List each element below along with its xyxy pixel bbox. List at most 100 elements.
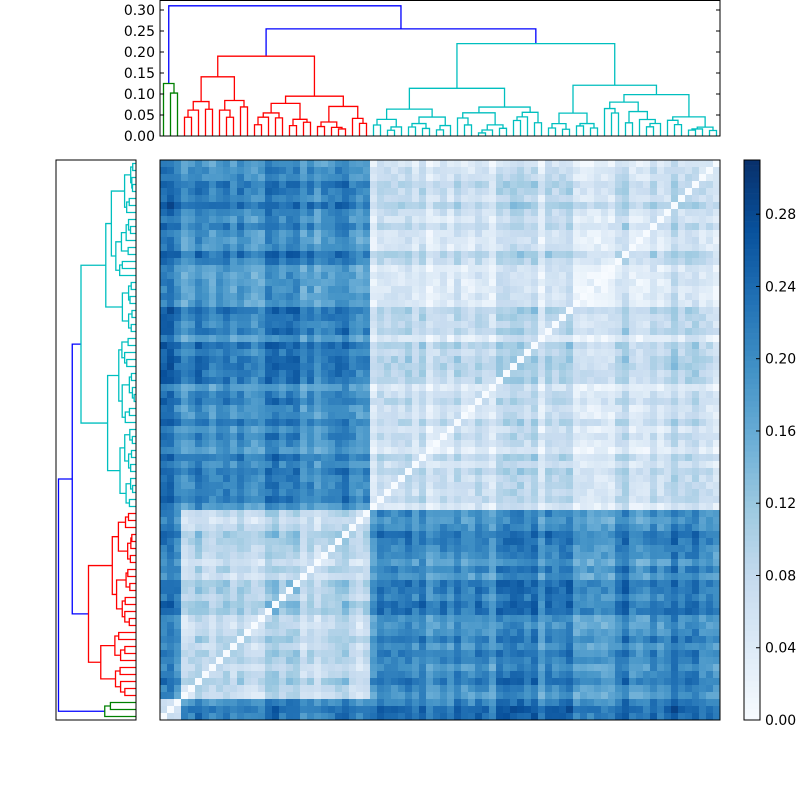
heatmap-cell <box>713 188 721 196</box>
heatmap-cell <box>489 272 497 280</box>
heatmap-cell <box>251 468 259 476</box>
heatmap-cell <box>412 335 420 343</box>
heatmap-cell <box>167 251 175 259</box>
heatmap-cell <box>510 181 518 189</box>
heatmap-cell <box>580 265 588 273</box>
heatmap-cell <box>244 517 252 525</box>
heatmap-cell <box>377 552 385 560</box>
heatmap-cell <box>160 489 168 497</box>
heatmap-cell <box>461 538 469 546</box>
heatmap-cell <box>209 566 217 574</box>
heatmap-cell <box>370 405 378 413</box>
heatmap-cell <box>342 300 350 308</box>
heatmap-cell <box>293 223 301 231</box>
heatmap-cell <box>615 160 623 168</box>
heatmap-cell <box>244 573 252 581</box>
heatmap-cell <box>223 433 231 441</box>
heatmap-cell <box>188 279 196 287</box>
heatmap-cell <box>643 510 651 518</box>
heatmap-cell <box>216 272 224 280</box>
heatmap-cell <box>622 160 630 168</box>
heatmap-cell <box>580 559 588 567</box>
heatmap-cell <box>622 258 630 266</box>
heatmap-cell <box>321 475 329 483</box>
heatmap-cell <box>545 398 553 406</box>
left-dendrogram-frame <box>55 159 137 721</box>
heatmap-cell <box>279 167 287 175</box>
heatmap-cell <box>608 552 616 560</box>
heatmap-cell <box>587 342 595 350</box>
heatmap-cell <box>188 307 196 315</box>
heatmap-cell <box>286 335 294 343</box>
heatmap-cell <box>363 482 371 490</box>
heatmap-cell <box>370 370 378 378</box>
heatmap-cell <box>496 244 504 252</box>
dendrogram-link <box>130 281 136 291</box>
heatmap-cell <box>475 433 483 441</box>
heatmap-cell <box>237 545 245 553</box>
dendrogram-link <box>114 635 121 656</box>
heatmap-cell <box>531 209 539 217</box>
heatmap-cell <box>475 237 483 245</box>
heatmap-cell <box>538 566 546 574</box>
heatmap-cell <box>279 552 287 560</box>
heatmap-cell <box>461 272 469 280</box>
heatmap-cell <box>342 209 350 217</box>
heatmap-cell <box>587 440 595 448</box>
heatmap-cell <box>300 461 308 469</box>
heatmap-cell <box>244 482 252 490</box>
heatmap-cell <box>412 503 420 511</box>
heatmap-cell <box>384 503 392 511</box>
dendrogram-link <box>666 119 679 136</box>
heatmap-cell <box>524 384 532 392</box>
heatmap-cell <box>174 405 182 413</box>
heatmap-cell <box>538 300 546 308</box>
heatmap-cell <box>363 244 371 252</box>
heatmap-cell <box>594 482 602 490</box>
heatmap-cell <box>615 293 623 301</box>
heatmap-cell <box>482 293 490 301</box>
heatmap-cell <box>216 412 224 420</box>
heatmap-cell <box>230 454 238 462</box>
heatmap-cell <box>202 356 210 364</box>
heatmap-cell <box>230 426 238 434</box>
heatmap-cell <box>405 202 413 210</box>
heatmap-cell <box>244 356 252 364</box>
heatmap-cell <box>601 209 609 217</box>
heatmap-cell <box>608 426 616 434</box>
dendrogram-link <box>302 121 312 136</box>
heatmap-cell <box>573 293 581 301</box>
heatmap-cell <box>510 531 518 539</box>
heatmap-cell <box>230 356 238 364</box>
heatmap-cell <box>489 461 497 469</box>
heatmap-cell <box>223 251 231 259</box>
heatmap-cell <box>307 559 315 567</box>
heatmap-cell <box>517 398 525 406</box>
heatmap-cell <box>622 314 630 322</box>
heatmap-cell <box>230 251 238 259</box>
heatmap-cell <box>328 251 336 259</box>
heatmap-cell <box>216 195 224 203</box>
heatmap-cell <box>664 552 672 560</box>
heatmap-cell <box>713 370 721 378</box>
heatmap-cell <box>671 475 679 483</box>
heatmap-cell <box>531 559 539 567</box>
heatmap-cell <box>636 272 644 280</box>
heatmap-cell <box>321 265 329 273</box>
heatmap-cell <box>258 370 266 378</box>
heatmap-cell <box>335 279 343 287</box>
heatmap-cell <box>398 405 406 413</box>
heatmap-cell <box>244 468 252 476</box>
heatmap-cell <box>699 188 707 196</box>
heatmap-cell <box>216 237 224 245</box>
heatmap-cell <box>594 244 602 252</box>
heatmap-cell <box>601 538 609 546</box>
heatmap-cell <box>251 552 259 560</box>
heatmap-cell <box>608 356 616 364</box>
heatmap-cell <box>384 244 392 252</box>
heatmap-cell <box>188 496 196 504</box>
heatmap-cell <box>384 286 392 294</box>
heatmap-cell <box>426 440 434 448</box>
heatmap-cell <box>167 517 175 525</box>
